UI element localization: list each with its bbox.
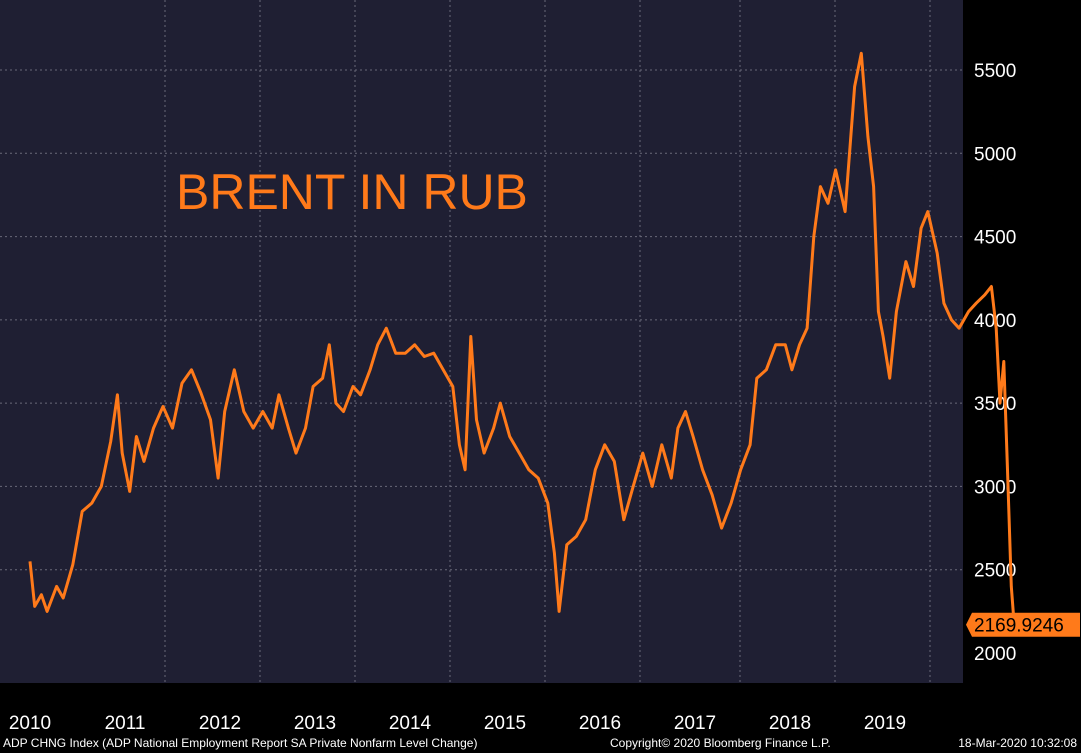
last-value-label: 2169.9246 [974, 616, 1064, 637]
last-value-badge [966, 612, 1080, 637]
x-tick-label: 2019 [864, 713, 906, 734]
plot-area [0, 0, 963, 683]
y-tick-label: 2000 [974, 644, 1016, 665]
chart-title: BRENT IN RUB [176, 164, 528, 220]
x-axis-labels: 2010 2011 2012 2013 2014 2015 2016 2017 2018 2019 [9, 713, 906, 734]
footer-timestamp: 18-Mar-2020 10:32:08 [958, 736, 1077, 750]
y-tick-label: 5500 [974, 61, 1016, 82]
y-tick-label: 2500 [974, 561, 1016, 582]
x-tick-label: 2017 [674, 713, 716, 734]
footer-copyright: Copyright© 2020 Bloomberg Finance L.P. [610, 736, 831, 750]
grid [0, 0, 963, 683]
last-value-marker: 2169.9246 [966, 612, 1080, 637]
x-tick-label: 2014 [389, 713, 432, 734]
x-tick-label: 2015 [484, 713, 526, 734]
x-tick-label: 2011 [105, 713, 146, 734]
x-tick-label: 2010 [9, 713, 51, 734]
y-tick-label: 5000 [974, 144, 1016, 165]
series-line [28, 51, 1016, 625]
y-tick-label: 3500 [974, 394, 1016, 415]
x-tick-label: 2018 [769, 713, 811, 734]
footer-index-text: ADP CHNG Index (ADP National Employment … [3, 736, 478, 750]
x-tick-label: 2012 [199, 713, 241, 734]
x-tick-label: 2016 [579, 713, 621, 734]
y-tick-label: 3000 [974, 477, 1016, 498]
x-tick-label: 2013 [294, 713, 336, 734]
y-tick-label: 4500 [974, 228, 1016, 249]
